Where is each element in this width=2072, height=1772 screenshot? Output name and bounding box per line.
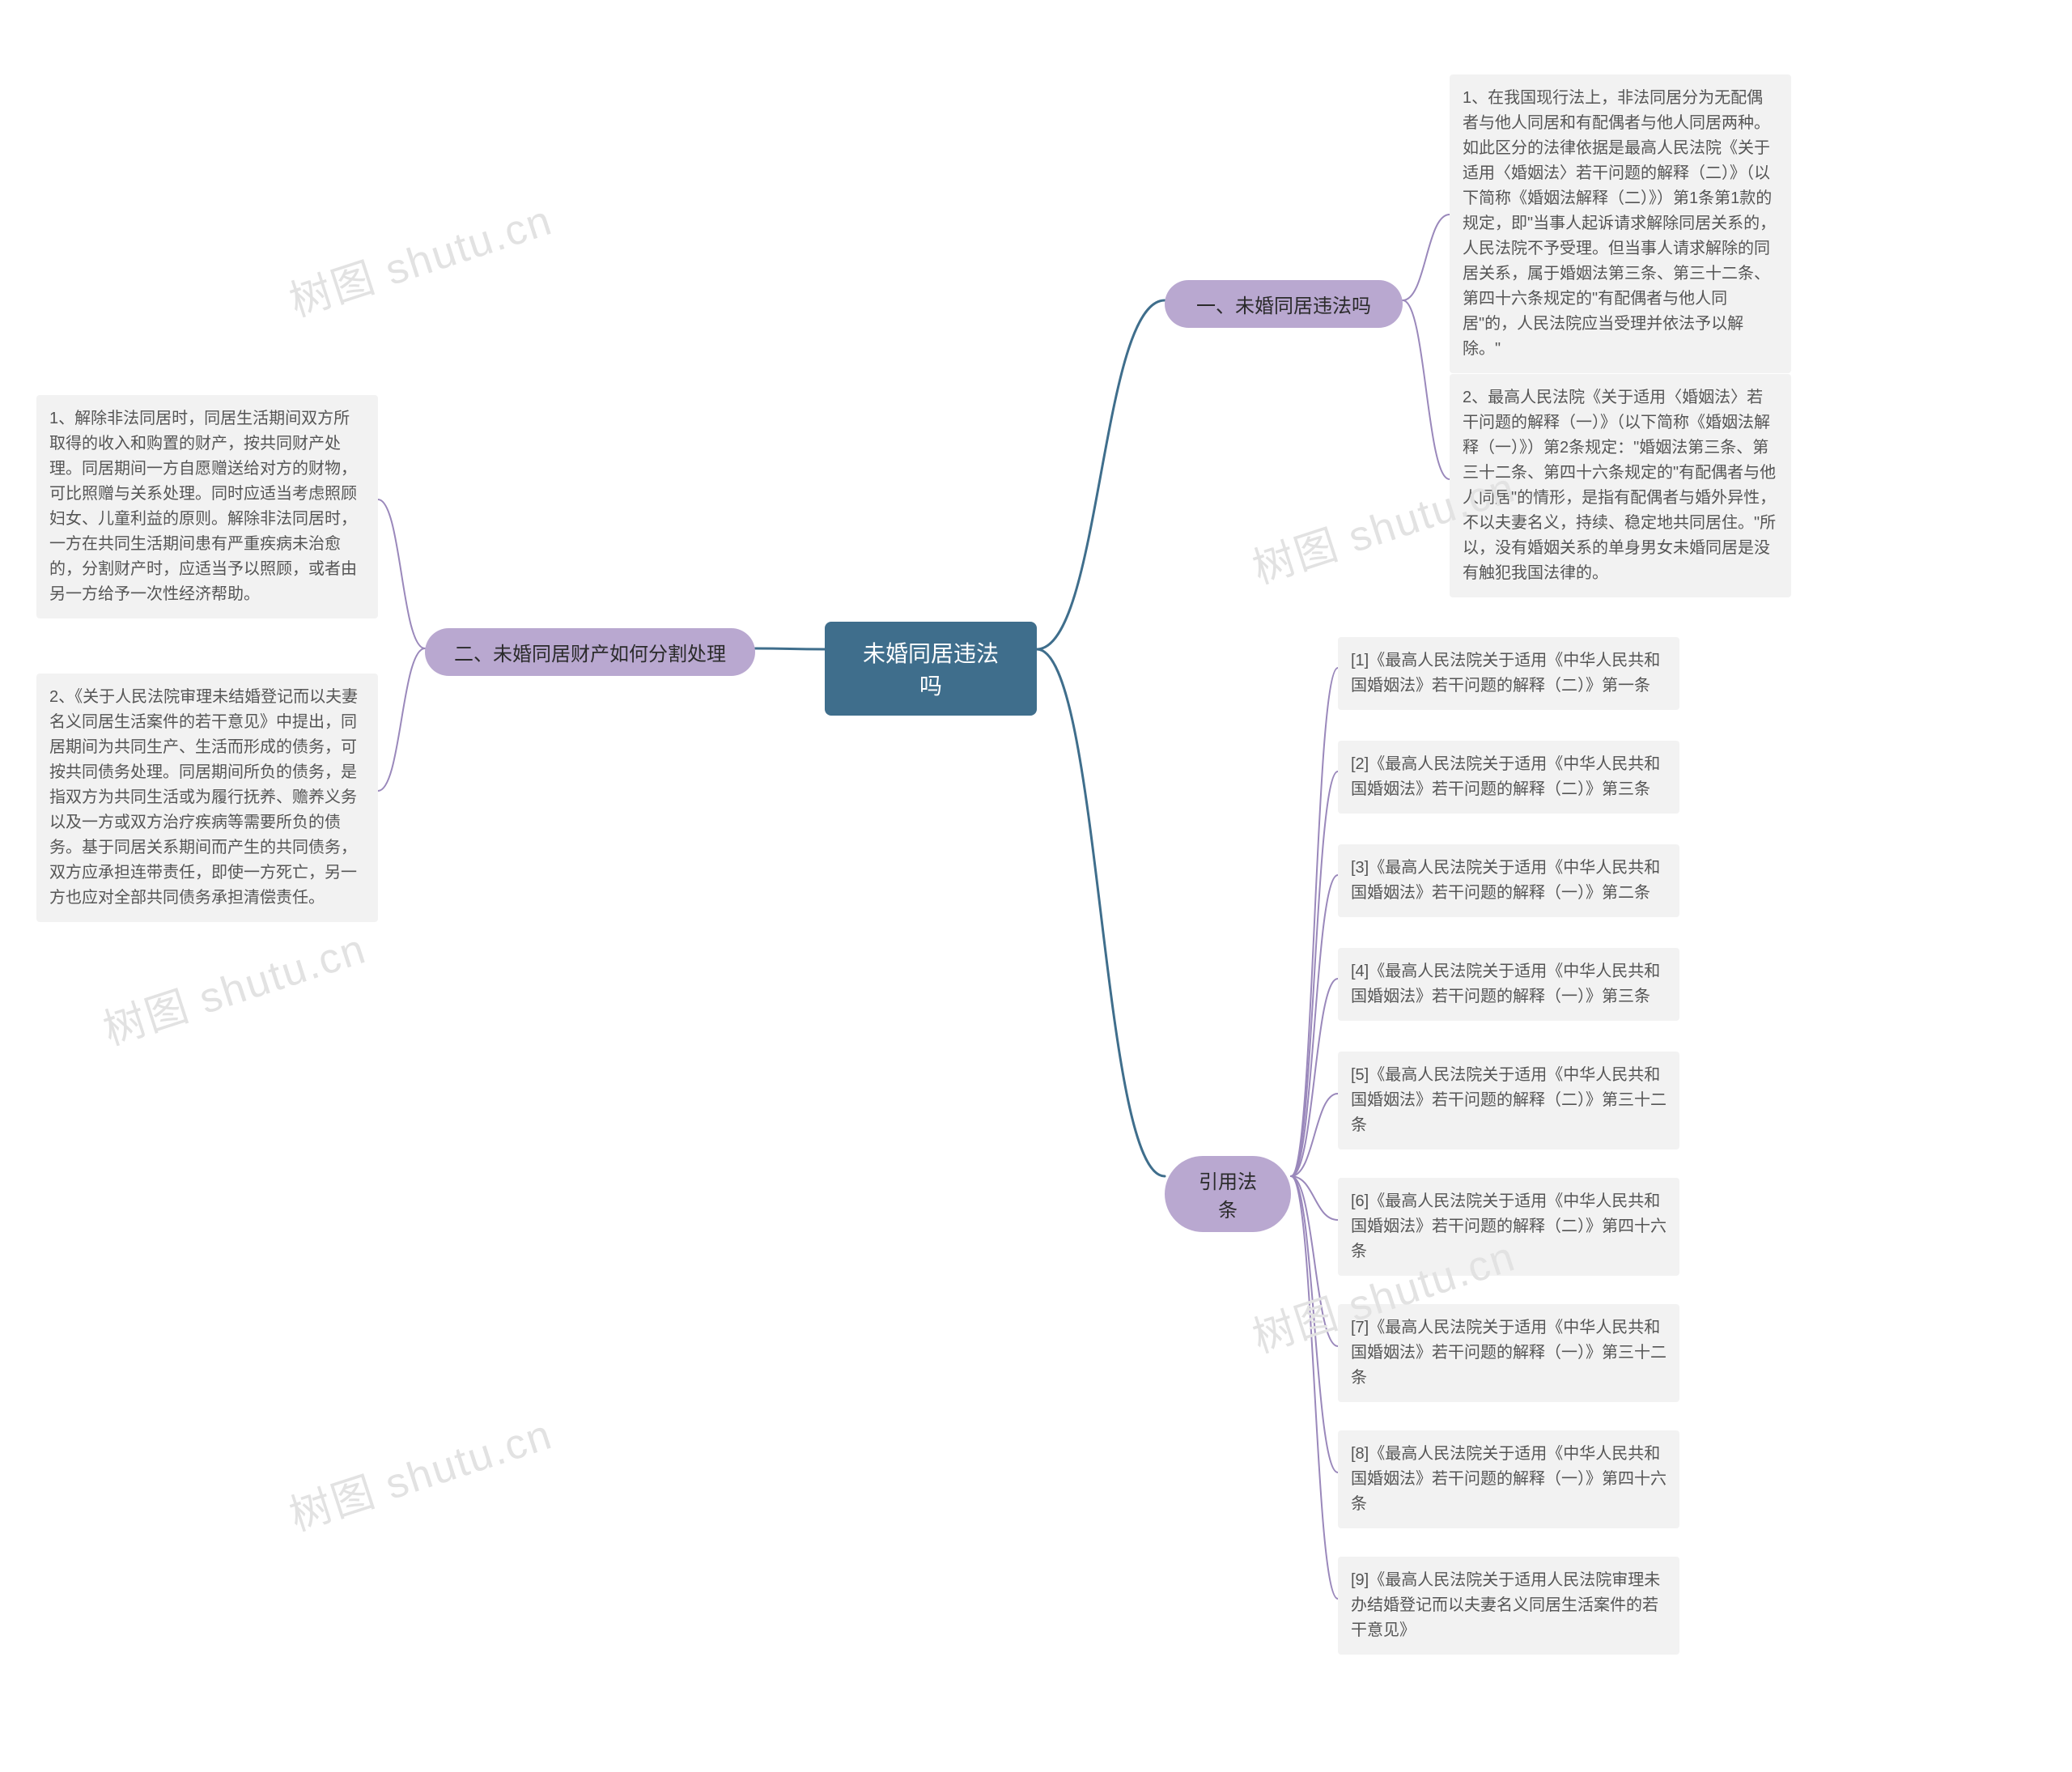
leaf-node-b3l1: [1]《最高人民法院关于适用《中华人民共和国婚姻法》若干问题的解释（二）》第一条 [1338, 637, 1679, 710]
leaf-node-b3l6: [6]《最高人民法院关于适用《中华人民共和国婚姻法》若干问题的解释（二）》第四十… [1338, 1178, 1679, 1276]
leaf-node-b1l1: 1、在我国现行法上，非法同居分为无配偶者与他人同居和有配偶者与他人同居两种。如此… [1450, 74, 1791, 373]
leaf-node-b3l3: [3]《最高人民法院关于适用《中华人民共和国婚姻法》若干问题的解释（一）》第二条 [1338, 844, 1679, 917]
watermark-2: 树图 shutu.cn [95, 915, 373, 1056]
leaf-node-b2l1: 1、解除非法同居时，同居生活期间双方所取得的收入和购置的财产，按共同财产处理。同… [36, 395, 378, 618]
leaf-node-b1l2: 2、最高人民法院《关于适用〈婚姻法〉若干问题的解释（一）》（以下简称《婚姻法解释… [1450, 374, 1791, 597]
branch-node-b3: 引用法条 [1165, 1156, 1291, 1232]
leaf-node-b3l4: [4]《最高人民法院关于适用《中华人民共和国婚姻法》若干问题的解释（一）》第三条 [1338, 948, 1679, 1021]
branch-node-b2: 二、未婚同居财产如何分割处理 [425, 628, 755, 676]
leaf-node-b3l8: [8]《最高人民法院关于适用《中华人民共和国婚姻法》若干问题的解释（一）》第四十… [1338, 1430, 1679, 1528]
branch-node-b1: 一、未婚同居违法吗 [1165, 280, 1403, 328]
leaf-node-b3l2: [2]《最高人民法院关于适用《中华人民共和国婚姻法》若干问题的解释（二）》第三条 [1338, 741, 1679, 814]
root-node: 未婚同居违法吗 [825, 622, 1037, 716]
watermark-0: 树图 shutu.cn [281, 186, 559, 328]
mindmap-canvas: 未婚同居违法吗 一、未婚同居违法吗 1、在我国现行法上，非法同居分为无配偶者与他人同… [0, 0, 2072, 1772]
leaf-node-b2l2: 2、《关于人民法院审理未结婚登记而以夫妻名义同居生活案件的若干意见》中提出，同居… [36, 674, 378, 922]
leaf-node-b3l9: [9]《最高人民法院关于适用人民法院审理未办结婚登记而以夫妻名义同居生活案件的若… [1338, 1557, 1679, 1655]
leaf-node-b3l5: [5]《最高人民法院关于适用《中华人民共和国婚姻法》若干问题的解释（二）》第三十… [1338, 1052, 1679, 1149]
leaf-node-b3l7: [7]《最高人民法院关于适用《中华人民共和国婚姻法》若干问题的解释（一）》第三十… [1338, 1304, 1679, 1402]
watermark-3: 树图 shutu.cn [281, 1400, 559, 1542]
